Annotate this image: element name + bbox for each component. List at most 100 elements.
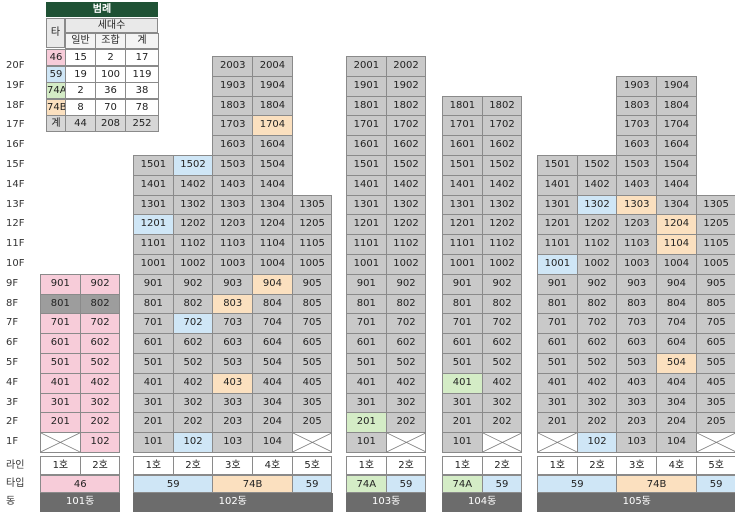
unit-cell[interactable]: 1404 (656, 174, 697, 196)
unit-cell[interactable]: 1005 (291, 254, 333, 275)
unit-cell[interactable]: 803 (616, 293, 658, 315)
unit-cell[interactable]: 404 (656, 372, 697, 394)
unit-cell[interactable]: 401 (40, 372, 81, 394)
unit-cell[interactable]: 901 (537, 273, 578, 295)
unit-cell[interactable]: 301 (40, 392, 81, 414)
unit-cell[interactable]: 404 (252, 372, 293, 394)
unit-cell[interactable]: 204 (656, 412, 697, 434)
unit-cell[interactable]: 1102 (481, 234, 523, 255)
unit-cell[interactable]: 601 (442, 333, 483, 354)
unit-cell[interactable]: 402 (79, 372, 121, 394)
unit-cell[interactable]: 705 (291, 313, 333, 335)
unit-cell[interactable]: 702 (79, 313, 121, 335)
unit-cell[interactable]: 403 (616, 372, 658, 394)
unit-cell[interactable]: 1503 (616, 155, 658, 176)
unit-cell[interactable]: 1304 (252, 194, 293, 216)
unit-cell[interactable]: 1503 (212, 155, 254, 176)
unit-cell[interactable]: 603 (616, 333, 658, 354)
unit-cell[interactable]: 104 (656, 432, 697, 453)
unit-cell[interactable]: 1202 (172, 214, 214, 236)
unit-cell[interactable]: 1502 (172, 155, 214, 176)
unit-cell[interactable]: 1501 (442, 155, 483, 176)
unit-cell[interactable]: 902 (576, 273, 618, 295)
unit-cell[interactable]: 602 (481, 333, 523, 354)
unit-cell[interactable]: 1802 (385, 95, 427, 117)
unit-cell[interactable]: 204 (252, 412, 293, 434)
unit-cell[interactable]: 905 (291, 273, 333, 295)
unit-cell[interactable]: 1202 (481, 214, 523, 236)
unit-cell[interactable]: 1401 (133, 174, 174, 196)
unit-cell[interactable]: 1105 (291, 234, 333, 255)
unit-cell[interactable]: 1202 (576, 214, 618, 236)
unit-cell[interactable]: 2003 (212, 56, 254, 77)
unit-cell[interactable]: 1001 (442, 254, 483, 275)
unit-cell[interactable]: 1002 (576, 254, 618, 275)
unit-cell[interactable]: 1704 (656, 115, 697, 137)
unit-cell[interactable]: 1204 (252, 214, 293, 236)
unit-cell[interactable]: 704 (656, 313, 697, 335)
unit-cell[interactable]: 1101 (442, 234, 483, 255)
unit-cell[interactable]: 401 (537, 372, 578, 394)
unit-cell[interactable]: 101 (442, 432, 483, 453)
unit-cell[interactable]: 402 (172, 372, 214, 394)
unit-cell[interactable]: 1402 (172, 174, 214, 196)
unit-cell[interactable]: 1302 (481, 194, 523, 216)
unit-cell[interactable]: 205 (291, 412, 333, 434)
unit-cell[interactable]: 1701 (442, 115, 483, 137)
unit-cell[interactable]: 305 (291, 392, 333, 414)
unit-cell[interactable]: 805 (291, 293, 333, 315)
unit-cell[interactable]: 1201 (346, 214, 387, 236)
unit-cell[interactable]: 305 (695, 392, 735, 414)
unit-cell[interactable]: 1904 (252, 75, 293, 97)
unit-cell[interactable]: 304 (252, 392, 293, 414)
unit-cell[interactable]: 302 (385, 392, 427, 414)
unit-cell[interactable]: 1301 (442, 194, 483, 216)
unit-cell[interactable]: 602 (576, 333, 618, 354)
unit-cell[interactable]: 1403 (212, 174, 254, 196)
unit-cell[interactable]: 201 (442, 412, 483, 434)
unit-cell[interactable]: 904 (252, 273, 293, 295)
unit-cell[interactable]: 104 (252, 432, 293, 453)
unit-cell[interactable]: 502 (481, 353, 523, 374)
unit-cell[interactable]: 202 (172, 412, 214, 434)
unit-cell[interactable]: 201 (537, 412, 578, 434)
unit-cell[interactable]: 1101 (346, 234, 387, 255)
unit-cell[interactable]: 1305 (695, 194, 735, 216)
unit-cell[interactable]: 703 (212, 313, 254, 335)
unit-cell[interactable]: 201 (40, 412, 81, 434)
unit-cell[interactable]: 602 (79, 333, 121, 354)
unit-cell[interactable]: 1701 (346, 115, 387, 137)
unit-cell[interactable]: 702 (385, 313, 427, 335)
unit-cell[interactable]: 901 (40, 273, 81, 295)
unit-cell[interactable]: 1801 (442, 95, 483, 117)
unit-cell[interactable]: 501 (442, 353, 483, 374)
unit-cell[interactable]: 203 (616, 412, 658, 434)
unit-cell[interactable]: 504 (252, 353, 293, 374)
unit-cell[interactable]: 1601 (442, 135, 483, 156)
unit-cell[interactable]: 801 (40, 293, 81, 315)
unit-cell[interactable]: 101 (133, 432, 174, 453)
unit-cell[interactable]: 702 (481, 313, 523, 335)
unit-cell[interactable]: 704 (252, 313, 293, 335)
unit-cell[interactable]: 1603 (616, 135, 658, 156)
unit-cell[interactable]: 1101 (537, 234, 578, 255)
unit-cell[interactable]: 1402 (576, 174, 618, 196)
unit-cell[interactable]: 1602 (481, 135, 523, 156)
unit-cell[interactable]: 1804 (252, 95, 293, 117)
unit-cell[interactable]: 402 (385, 372, 427, 394)
unit-cell[interactable]: 2001 (346, 56, 387, 77)
unit-cell[interactable]: 402 (481, 372, 523, 394)
unit-cell[interactable]: 1504 (656, 155, 697, 176)
unit-cell[interactable]: 1102 (576, 234, 618, 255)
unit-cell[interactable]: 1504 (252, 155, 293, 176)
unit-cell[interactable]: 1004 (656, 254, 697, 275)
unit-cell[interactable]: 901 (442, 273, 483, 295)
unit-cell[interactable]: 601 (40, 333, 81, 354)
unit-cell[interactable]: 1004 (252, 254, 293, 275)
unit-cell[interactable]: 201 (346, 412, 387, 434)
unit-cell[interactable]: 1104 (656, 234, 697, 255)
unit-cell[interactable]: 1001 (346, 254, 387, 275)
unit-cell[interactable]: 1001 (133, 254, 174, 275)
unit-cell[interactable]: 601 (537, 333, 578, 354)
unit-cell[interactable]: 1904 (656, 75, 697, 97)
